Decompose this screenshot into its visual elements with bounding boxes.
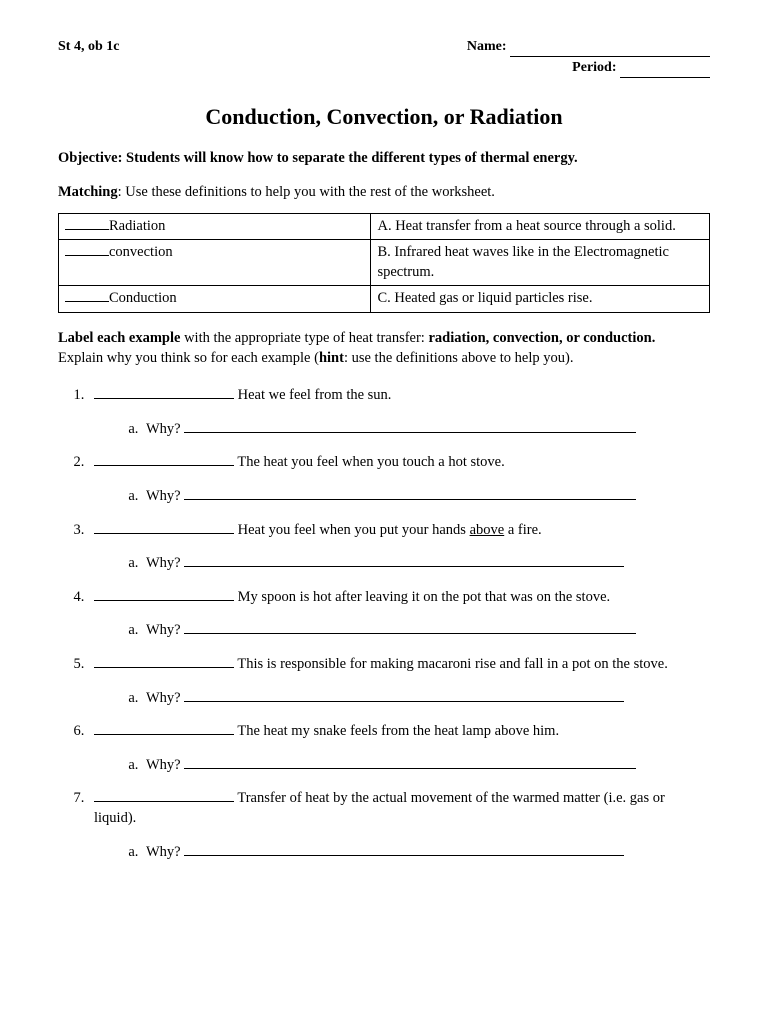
page-title: Conduction, Convection, or Radiation <box>58 102 710 132</box>
match-term-cell: Conduction <box>59 286 371 313</box>
why-item: Why? <box>142 554 710 574</box>
question-item: My spoon is hot after leaving it on the … <box>88 588 710 641</box>
label-mid: with the appropriate type of heat transf… <box>180 330 428 346</box>
answer-blank[interactable] <box>94 722 234 735</box>
name-blank[interactable] <box>510 56 710 57</box>
answer-blank[interactable] <box>94 453 234 466</box>
sub-list: Why? <box>94 756 710 776</box>
match-def-cell: C. Heated gas or liquid particles rise. <box>371 286 710 313</box>
matching-table: Radiation A. Heat transfer from a heat s… <box>58 213 710 313</box>
question-text-line: This is responsible for making macaroni … <box>94 655 710 675</box>
question-text-line: The heat my snake feels from the heat la… <box>94 722 710 742</box>
why-label: Why? <box>146 690 181 706</box>
question-text-line: Transfer of heat by the actual movement … <box>94 789 710 828</box>
sub-list: Why? <box>94 420 710 440</box>
question-text-line: Heat we feel from the sun. <box>94 386 710 406</box>
why-blank[interactable] <box>184 420 636 433</box>
answer-blank[interactable] <box>94 588 234 601</box>
objective-line: Objective: Students will know how to sep… <box>58 149 710 169</box>
question-item: This is responsible for making macaroni … <box>88 655 710 708</box>
match-def-cell: A. Heat transfer from a heat source thro… <box>371 213 710 240</box>
answer-blank[interactable] <box>94 789 234 802</box>
why-item: Why? <box>142 689 710 709</box>
why-label: Why? <box>146 421 181 437</box>
period-blank[interactable] <box>620 77 710 78</box>
objective-label: Objective: <box>58 150 122 166</box>
match-term-cell: convection <box>59 240 371 286</box>
why-blank[interactable] <box>184 621 636 634</box>
sub-list: Why? <box>94 621 710 641</box>
matching-text: : Use these definitions to help you with… <box>118 184 495 200</box>
answer-blank[interactable] <box>94 655 234 668</box>
label-bold2: radiation, convection, or conduction. <box>428 330 655 346</box>
label-hint: hint <box>319 350 344 366</box>
period-label: Period: <box>572 60 616 75</box>
question-item: The heat my snake feels from the heat la… <box>88 722 710 775</box>
why-label: Why? <box>146 488 181 504</box>
why-label: Why? <box>146 622 181 638</box>
label-bold1: Label each example <box>58 330 180 346</box>
question-text-line: The heat you feel when you touch a hot s… <box>94 453 710 473</box>
objective-text: Students will know how to separate the d… <box>122 150 577 166</box>
label-line2a: Explain why you think so for each exampl… <box>58 350 319 366</box>
question-post: a fire. <box>504 522 541 538</box>
question-item: Heat we feel from the sun. Why? <box>88 386 710 439</box>
question-text: Heat we feel from the sun. <box>234 387 391 403</box>
why-blank[interactable] <box>184 756 636 769</box>
question-under: above <box>470 522 505 538</box>
matching-intro: Matching: Use these definitions to help … <box>58 183 710 203</box>
why-item: Why? <box>142 756 710 776</box>
question-item: The heat you feel when you touch a hot s… <box>88 453 710 506</box>
why-label: Why? <box>146 757 181 773</box>
match-def-cell: B. Infrared heat waves like in the Elect… <box>371 240 710 286</box>
answer-blank[interactable] <box>94 386 234 399</box>
label-instructions: Label each example with the appropriate … <box>58 329 710 368</box>
question-text: This is responsible for making macaroni … <box>234 656 668 672</box>
match-blank[interactable] <box>65 243 109 256</box>
sub-list: Why? <box>94 843 710 863</box>
why-item: Why? <box>142 843 710 863</box>
why-blank[interactable] <box>184 843 624 856</box>
sub-list: Why? <box>94 554 710 574</box>
name-label: Name: <box>467 39 507 54</box>
match-blank[interactable] <box>65 217 109 230</box>
header-name: Name: <box>467 38 710 57</box>
matching-label: Matching <box>58 184 118 200</box>
table-row: Conduction C. Heated gas or liquid parti… <box>59 286 710 313</box>
question-text: The heat my snake feels from the heat la… <box>234 723 559 739</box>
why-blank[interactable] <box>184 689 624 702</box>
why-blank[interactable] <box>184 554 624 567</box>
sub-list: Why? <box>94 487 710 507</box>
why-label: Why? <box>146 555 181 571</box>
question-pre: Heat you feel when you put your hands <box>234 522 470 538</box>
answer-blank[interactable] <box>94 521 234 534</box>
why-item: Why? <box>142 420 710 440</box>
header-left: St 4, ob 1c <box>58 38 119 57</box>
question-text: The heat you feel when you touch a hot s… <box>234 454 505 470</box>
sub-list: Why? <box>94 689 710 709</box>
question-item: Transfer of heat by the actual movement … <box>88 789 710 862</box>
table-row: convection B. Infrared heat waves like i… <box>59 240 710 286</box>
why-blank[interactable] <box>184 487 636 500</box>
why-item: Why? <box>142 621 710 641</box>
match-term: Radiation <box>109 218 165 234</box>
match-term: convection <box>109 244 173 260</box>
question-list: Heat we feel from the sun. Why? The heat… <box>58 386 710 862</box>
question-text-line: My spoon is hot after leaving it on the … <box>94 588 710 608</box>
question-item: Heat you feel when you put your hands ab… <box>88 521 710 574</box>
question-text-line: Heat you feel when you put your hands ab… <box>94 521 710 541</box>
worksheet-page: St 4, ob 1c Name: Period: Conduction, Co… <box>0 0 768 906</box>
header-row: St 4, ob 1c Name: <box>58 38 710 57</box>
match-term: Conduction <box>109 290 177 306</box>
label-line2b: : use the definitions above to help you)… <box>344 350 574 366</box>
why-label: Why? <box>146 844 181 860</box>
why-item: Why? <box>142 487 710 507</box>
table-row: Radiation A. Heat transfer from a heat s… <box>59 213 710 240</box>
match-term-cell: Radiation <box>59 213 371 240</box>
question-text: My spoon is hot after leaving it on the … <box>234 589 610 605</box>
match-blank[interactable] <box>65 289 109 302</box>
header-period: Period: <box>58 59 710 78</box>
